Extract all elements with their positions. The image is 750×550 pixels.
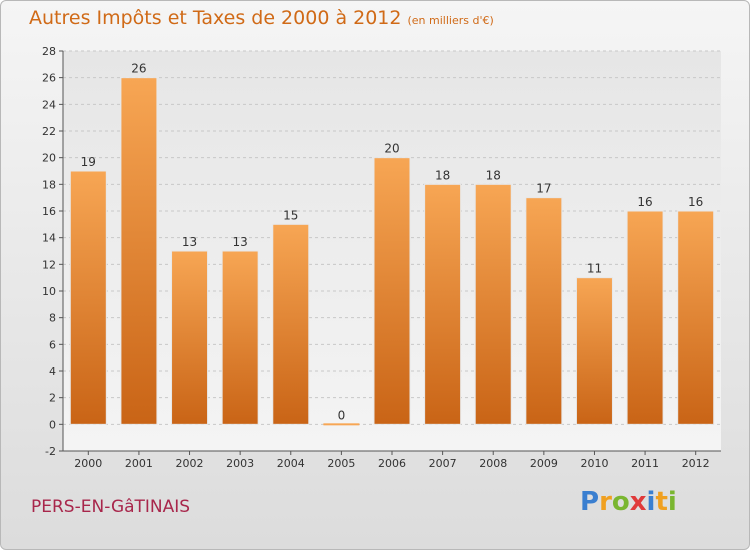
bar bbox=[120, 77, 158, 425]
bar-value-label: 13 bbox=[182, 235, 197, 249]
chart-title-text: Autres Impôts et Taxes de 2000 à 2012 bbox=[29, 7, 402, 29]
bar-value-label: 13 bbox=[233, 235, 248, 249]
bar bbox=[221, 250, 259, 425]
bar-value-label: 17 bbox=[536, 182, 551, 196]
chart-title: Autres Impôts et Taxes de 2000 à 2012 (en… bbox=[29, 7, 494, 29]
x-tick-label: 2012 bbox=[682, 457, 710, 470]
x-tick-label: 2002 bbox=[176, 457, 204, 470]
x-tick-label: 2000 bbox=[74, 457, 102, 470]
x-tick-label: 2003 bbox=[226, 457, 254, 470]
bar bbox=[626, 210, 664, 425]
y-tick-label: 22 bbox=[42, 125, 56, 138]
x-tick-label: 2001 bbox=[125, 457, 153, 470]
bar bbox=[323, 423, 360, 426]
x-tick-label: 2009 bbox=[530, 457, 558, 470]
bar-value-label: 26 bbox=[131, 62, 146, 76]
proxiti-logo: Proxiti bbox=[580, 487, 677, 517]
bar-value-label: 20 bbox=[384, 142, 399, 156]
x-tick-label: 2011 bbox=[631, 457, 659, 470]
bar bbox=[474, 183, 512, 425]
logo-letter: x bbox=[629, 487, 647, 517]
bar-value-label: 16 bbox=[637, 195, 652, 209]
bar-value-label: 18 bbox=[435, 168, 450, 182]
y-tick-label: 14 bbox=[42, 232, 56, 245]
logo-letter: i bbox=[646, 487, 656, 517]
bar-value-label: 16 bbox=[688, 195, 703, 209]
y-tick-label: 26 bbox=[42, 72, 56, 85]
logo-letter: r bbox=[599, 487, 612, 517]
y-tick-label: 12 bbox=[42, 258, 56, 271]
y-tick-label: -2 bbox=[45, 445, 56, 458]
x-tick-label: 2006 bbox=[378, 457, 406, 470]
logo-letter: t bbox=[655, 487, 668, 517]
bar bbox=[171, 250, 209, 425]
x-tick-label: 2007 bbox=[429, 457, 457, 470]
bar bbox=[69, 170, 107, 425]
x-tick-label: 2008 bbox=[479, 457, 507, 470]
y-tick-label: 10 bbox=[42, 285, 56, 298]
bar-value-label: 0 bbox=[338, 408, 346, 422]
bar bbox=[525, 197, 563, 425]
y-tick-label: 2 bbox=[49, 392, 56, 405]
logo-letter: o bbox=[611, 487, 630, 517]
y-tick-label: 18 bbox=[42, 178, 56, 191]
logo-letter: i bbox=[667, 487, 677, 517]
bar-value-label: 19 bbox=[81, 155, 96, 169]
bar bbox=[272, 223, 310, 425]
y-tick-label: 24 bbox=[42, 98, 56, 111]
y-tick-label: 20 bbox=[42, 152, 56, 165]
logo-letter: P bbox=[580, 487, 600, 517]
x-tick-label: 2010 bbox=[580, 457, 608, 470]
bar-value-label: 11 bbox=[587, 262, 602, 276]
bar bbox=[677, 210, 715, 425]
y-tick-label: 6 bbox=[49, 338, 56, 351]
y-tick-label: 16 bbox=[42, 205, 56, 218]
bar bbox=[373, 157, 411, 425]
y-tick-label: 0 bbox=[49, 418, 56, 431]
bar bbox=[575, 277, 613, 425]
bar-value-label: 18 bbox=[486, 168, 501, 182]
x-tick-label: 2004 bbox=[277, 457, 305, 470]
y-tick-label: 28 bbox=[42, 45, 56, 58]
y-tick-label: 8 bbox=[49, 312, 56, 325]
commune-name: PERS-EN-GâTINAIS bbox=[31, 497, 191, 517]
x-tick-label: 2005 bbox=[327, 457, 355, 470]
bar-value-label: 15 bbox=[283, 208, 298, 222]
y-tick-label: 4 bbox=[49, 365, 56, 378]
chart-unit: (en milliers d'€) bbox=[407, 14, 494, 27]
bar bbox=[424, 183, 462, 425]
